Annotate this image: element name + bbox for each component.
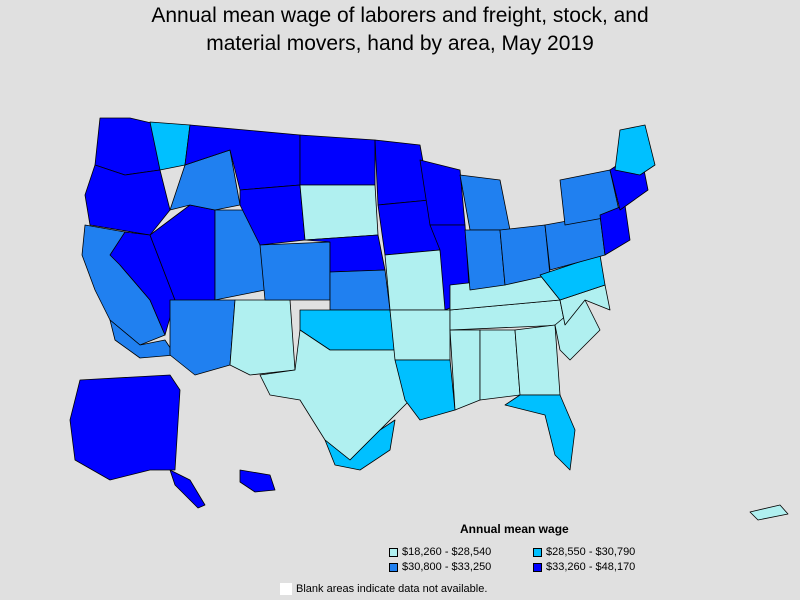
region-colorado	[259, 241, 331, 301]
legend-item-1: $18,260 - $28,540	[389, 546, 491, 558]
legend-item-2: $28,550 - $30,790	[533, 546, 635, 558]
legend-swatch-1	[389, 547, 398, 557]
region-alaska-panhandle	[169, 469, 206, 509]
legend-label-2: $28,550 - $30,790	[546, 546, 636, 558]
region-south-dakota	[299, 184, 379, 241]
legend-title: Annual mean wage	[460, 522, 569, 536]
region-texas-gulf	[324, 419, 396, 471]
region-wyoming	[239, 184, 306, 246]
region-oregon	[84, 164, 171, 236]
region-hawaii	[239, 469, 276, 493]
region-mississippi	[449, 329, 481, 411]
region-washington	[94, 117, 161, 176]
region-louisiana	[394, 359, 456, 421]
map-regions	[69, 117, 789, 521]
region-florida	[504, 394, 576, 471]
region-new-jersey	[599, 204, 631, 256]
region-alaska	[69, 374, 181, 481]
legend-swatch-4	[533, 562, 542, 572]
legend-item-4: $33,260 - $48,170	[533, 561, 635, 573]
region-arkansas	[389, 309, 451, 361]
legend-swatch-2	[533, 547, 542, 557]
legend-label-4: $33,260 - $48,170	[546, 561, 636, 573]
region-missouri	[384, 249, 451, 311]
blank-swatch	[280, 583, 292, 595]
map-title: Annual mean wage of laborers and freight…	[0, 2, 800, 58]
region-alabama	[479, 329, 521, 401]
legend-swatch-3	[389, 562, 398, 572]
blank-areas-note: Blank areas indicate data not available.	[280, 583, 487, 595]
map-title-line-1: Annual mean wage of laborers and freight…	[151, 4, 649, 27]
legend-label-3: $30,800 - $33,250	[402, 561, 492, 573]
region-puerto-rico	[749, 504, 789, 521]
region-georgia	[514, 324, 561, 396]
legend-label-1: $18,260 - $28,540	[402, 546, 492, 558]
region-north-dakota	[299, 134, 376, 186]
region-maine	[614, 124, 656, 176]
region-new-mexico	[229, 299, 296, 376]
region-texas-north	[259, 329, 411, 461]
region-arizona	[169, 299, 236, 376]
region-kansas	[329, 269, 391, 311]
blank-note-text: Blank areas indicate data not available.	[296, 583, 488, 595]
legend-item-3: $30,800 - $33,250	[389, 561, 491, 573]
region-indiana	[464, 229, 506, 291]
map-title-line-2: material movers, hand by area, May 2019	[206, 32, 594, 55]
region-michigan	[459, 174, 511, 231]
